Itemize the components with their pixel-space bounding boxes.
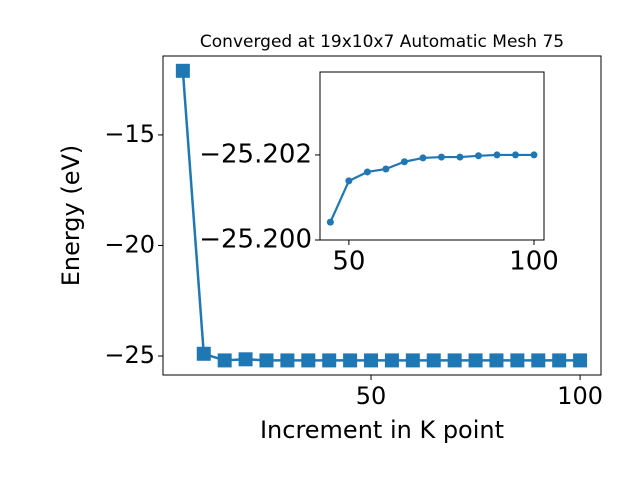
data-point (447, 353, 462, 368)
data-point (364, 353, 379, 368)
data-point (426, 353, 441, 368)
data-point (510, 353, 525, 368)
x-tick-label: 50 (356, 382, 387, 410)
data-point (280, 353, 295, 368)
y-tick-label: −25 (104, 341, 155, 369)
x-tick-label: 100 (557, 382, 603, 410)
y-tick-label: −15 (104, 120, 155, 148)
data-point (196, 346, 211, 361)
data-point (322, 353, 337, 368)
x-tick-label: 50 (332, 247, 365, 277)
data-point (400, 158, 408, 166)
data-point (259, 353, 274, 368)
data-point (363, 168, 371, 176)
data-point (343, 353, 358, 368)
data-point (382, 165, 390, 173)
data-point (419, 154, 427, 162)
data-point (573, 353, 588, 368)
data-point (511, 151, 519, 159)
data-point (217, 353, 232, 368)
data-point (345, 177, 353, 185)
data-point (489, 353, 504, 368)
data-point (474, 152, 482, 160)
data-point (552, 353, 567, 368)
data-point (530, 151, 538, 159)
data-point (456, 153, 464, 161)
data-point (468, 353, 483, 368)
data-point (437, 153, 445, 161)
data-point (301, 353, 316, 368)
data-point (531, 353, 546, 368)
y-tick-label: −20 (104, 230, 155, 258)
y-tick-label: −25.202 (199, 139, 312, 169)
data-point (238, 352, 253, 367)
data-point (493, 151, 501, 159)
data-point (384, 353, 399, 368)
chart-title: Converged at 19x10x7 Automatic Mesh 75 (200, 32, 564, 52)
data-point (405, 353, 420, 368)
y-axis-label: Energy (eV) (57, 145, 85, 287)
x-tick-label: 100 (509, 247, 559, 277)
data-point (326, 218, 334, 226)
x-axis-label: Increment in K point (260, 416, 504, 444)
data-point (175, 63, 190, 78)
y-tick-label: −25.200 (199, 225, 312, 255)
